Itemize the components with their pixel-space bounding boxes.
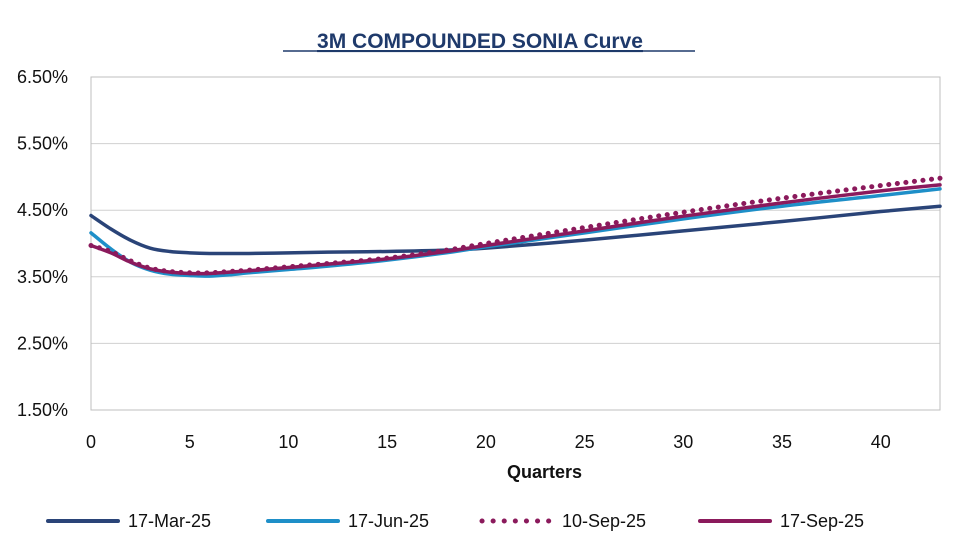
- y-axis-ticks: 1.50% 2.50% 3.50% 4.50% 5.50% 6.50%: [17, 67, 68, 420]
- x-tick-label: 35: [772, 432, 792, 452]
- series-lines: [88, 175, 943, 278]
- x-tick-label: 30: [673, 432, 693, 452]
- series-line-17-jun-25: [89, 187, 942, 278]
- legend-label: 17-Sep-25: [780, 511, 864, 531]
- x-tick-label: 25: [575, 432, 595, 452]
- x-tick-label: 40: [871, 432, 891, 452]
- y-tick-label: 6.50%: [17, 67, 68, 87]
- series-line-17-mar-25: [89, 204, 942, 256]
- series-line-10-sep-25: [88, 175, 943, 276]
- x-axis-label: Quarters: [507, 462, 582, 482]
- x-tick-label: 20: [476, 432, 496, 452]
- legend-label: 10-Sep-25: [562, 511, 646, 531]
- y-tick-label: 3.50%: [17, 267, 68, 287]
- x-axis-ticks: 0 5 10 15 20 25 30 35 40: [86, 432, 891, 452]
- legend-label: 17-Mar-25: [128, 511, 211, 531]
- x-tick-label: 0: [86, 432, 96, 452]
- chart-title: 3M COMPOUNDED SONIA Curve: [317, 30, 643, 53]
- legend: 17-Mar-25 17-Jun-25 10-Sep-25 17-Sep-25: [46, 511, 864, 531]
- y-tick-label: 2.50%: [17, 333, 68, 353]
- x-tick-label: 10: [278, 432, 298, 452]
- y-tick-label: 4.50%: [17, 200, 68, 220]
- y-tick-label: 5.50%: [17, 134, 68, 154]
- y-tick-label: 1.50%: [17, 400, 68, 420]
- legend-label: 17-Jun-25: [348, 511, 429, 531]
- x-tick-label: 5: [185, 432, 195, 452]
- x-tick-label: 15: [377, 432, 397, 452]
- series-line-17-sep-25: [89, 183, 942, 276]
